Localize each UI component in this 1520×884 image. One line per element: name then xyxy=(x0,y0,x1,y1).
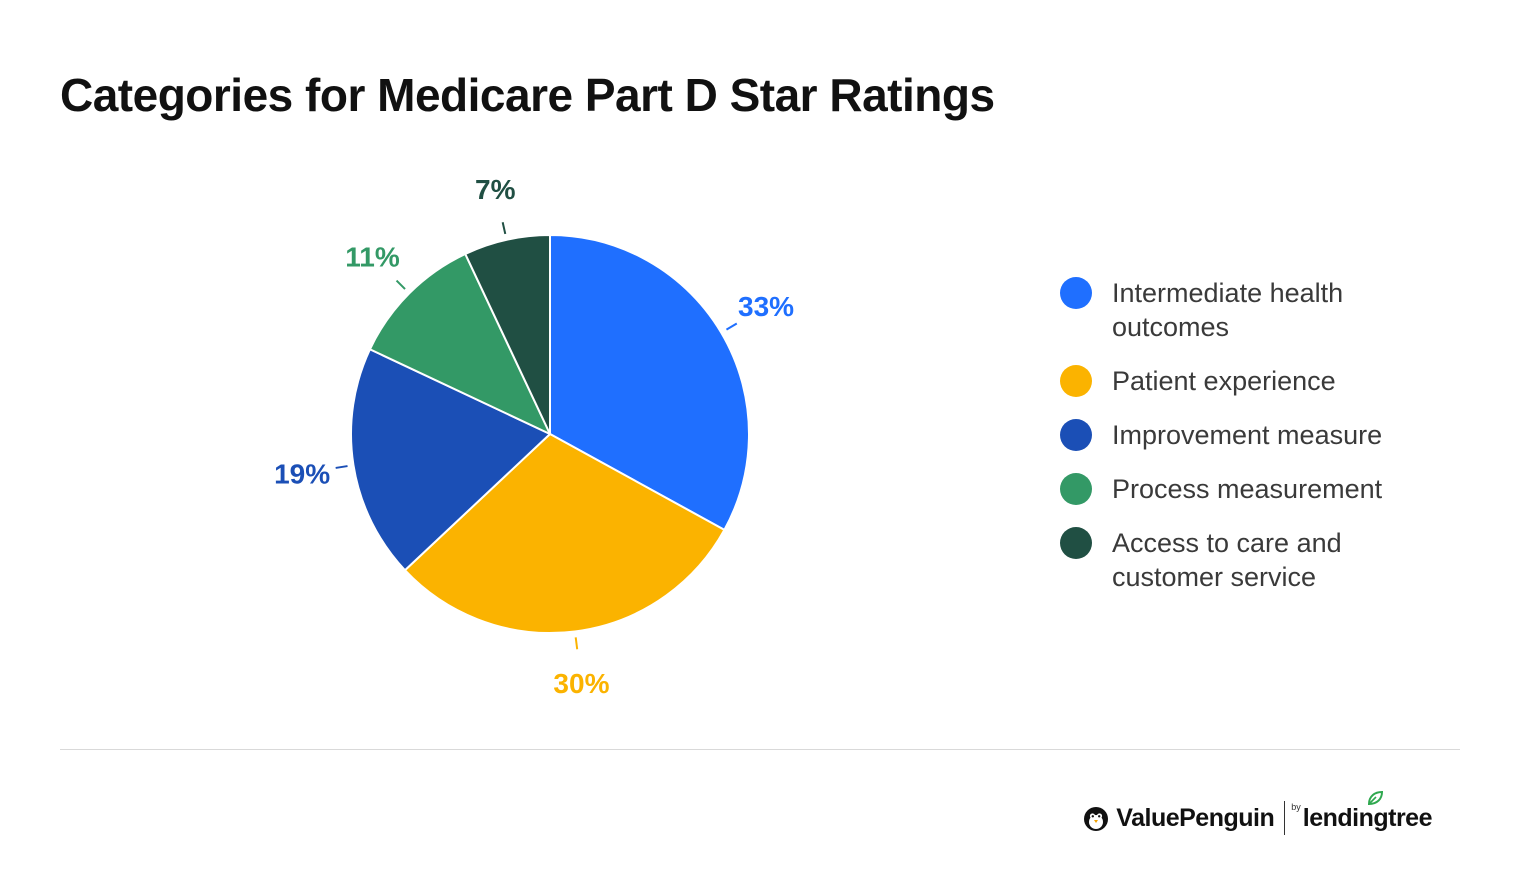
data-label-intermediate-health-outcomes: 33% xyxy=(738,291,794,322)
legend-item-process-measurement: Process measurement xyxy=(1060,472,1480,506)
brand-lendingtree: lendingtree xyxy=(1302,790,1433,833)
penguin-icon xyxy=(1084,807,1109,831)
data-label-improvement-measure: 19% xyxy=(274,458,330,489)
data-label-access-to-care-and-customer-service: 7% xyxy=(475,174,516,205)
leader-line-intermediate-health-outcomes xyxy=(725,322,738,331)
leader-line-patient-experience xyxy=(574,637,579,650)
legend-swatch xyxy=(1060,419,1092,451)
brand-by: by xyxy=(1291,802,1301,812)
pie-slice-patient-experience xyxy=(403,432,726,634)
legend-label: Improvement measure xyxy=(1112,420,1383,450)
legend-swatch xyxy=(1060,365,1092,397)
leaf-icon xyxy=(1367,790,1383,805)
legend-swatch xyxy=(1060,277,1092,309)
brand-logo: ValuePenguin by lendingtree xyxy=(1082,790,1433,838)
brand-lendingtree-text: lendingtree xyxy=(1302,803,1433,832)
pie-slice-process-measurement xyxy=(368,252,553,437)
pie-slice-access-to-care-and-customer-service xyxy=(463,233,551,435)
leader-line-process-measurement xyxy=(395,279,406,290)
legend-swatch xyxy=(1060,527,1092,559)
chart-legend: Intermediate health outcomes Patient exp… xyxy=(1060,276,1480,614)
legend-label: Process measurement xyxy=(1112,474,1383,504)
data-label-process-measurement: 11% xyxy=(345,242,400,273)
legend-item-patient-experience: Patient experience xyxy=(1060,364,1480,398)
pie-slice-intermediate-health-outcomes xyxy=(549,233,750,532)
leader-line-access-to-care-and-customer-service xyxy=(501,222,507,235)
leader-line-improvement-measure xyxy=(335,465,348,469)
footer-divider xyxy=(60,749,1460,750)
brand-valuepenguin: ValuePenguin xyxy=(1116,803,1275,832)
data-label-patient-experience: 30% xyxy=(553,668,609,699)
legend-label: Intermediate health outcomes xyxy=(1112,278,1344,342)
legend-item-intermediate-health-outcomes: Intermediate health outcomes xyxy=(1060,276,1480,344)
legend-item-access-to-care: Access to care and customer service xyxy=(1060,526,1480,594)
legend-label: Patient experience xyxy=(1112,366,1336,396)
brand-separator xyxy=(1284,801,1286,835)
legend-item-improvement-measure: Improvement measure xyxy=(1060,418,1480,452)
chart-title: Categories for Medicare Part D Star Rati… xyxy=(60,69,995,121)
legend-label: Access to care and customer service xyxy=(1112,528,1342,592)
pie-slice-improvement-measure xyxy=(350,347,552,572)
legend-swatch xyxy=(1060,473,1092,505)
